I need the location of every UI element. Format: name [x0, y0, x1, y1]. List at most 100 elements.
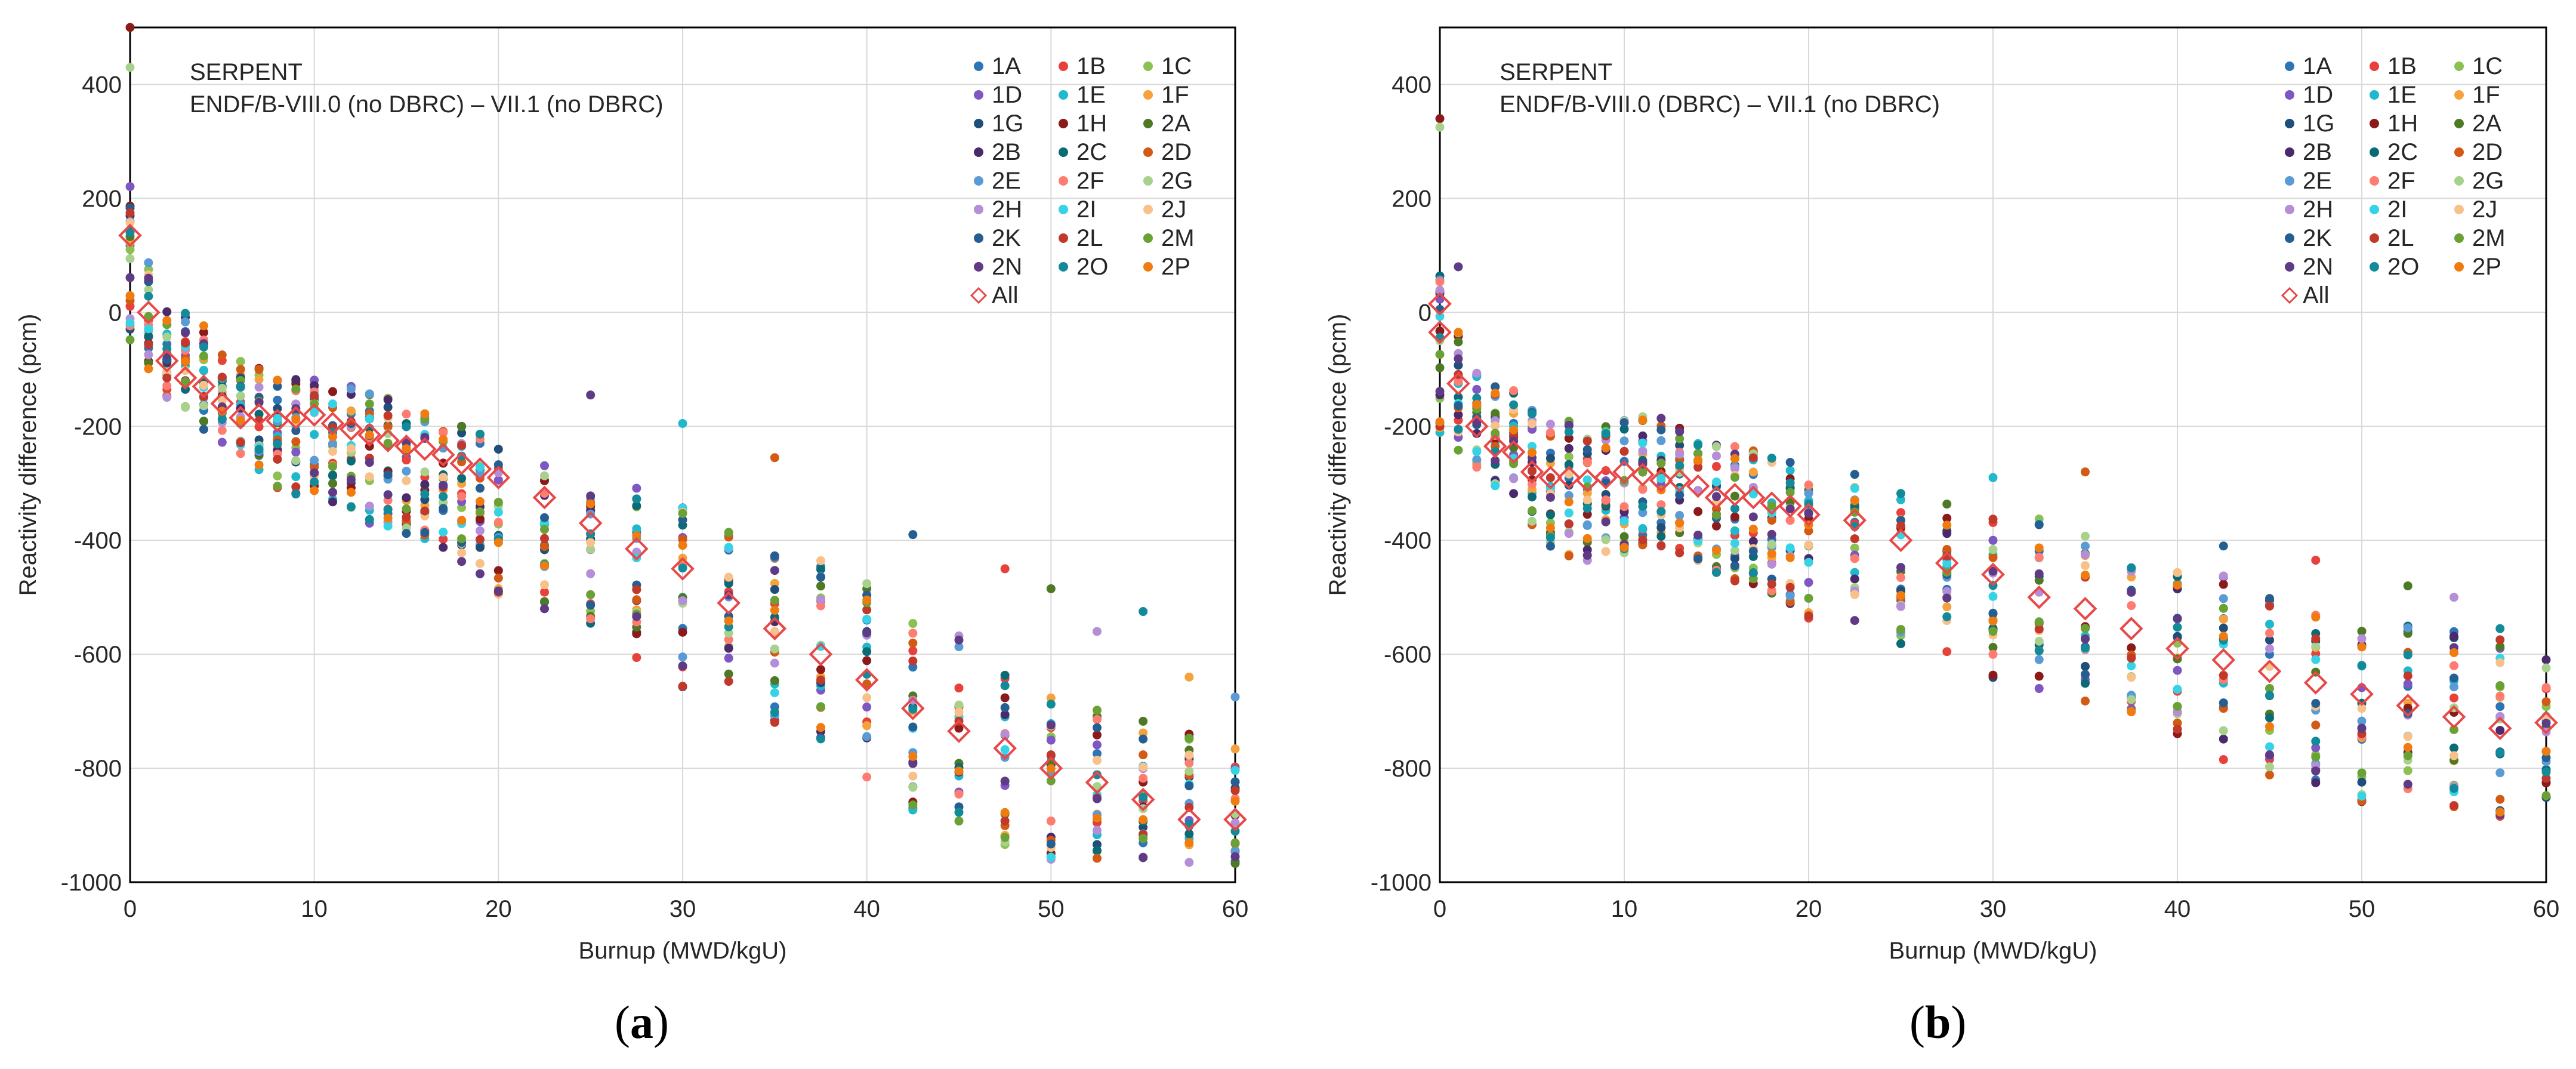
- data-point-1h: [1942, 513, 1952, 523]
- all-marker: [1935, 551, 1959, 575]
- data-point-2n: [2541, 719, 2551, 728]
- data-point-2l: [310, 392, 319, 401]
- data-point-1g: [1675, 440, 1685, 450]
- legend-item-1a: 1A: [974, 53, 1021, 79]
- data-point-2o: [1545, 533, 1555, 543]
- data-point-2i: [1712, 477, 1721, 486]
- data-point-2h: [1675, 449, 1685, 459]
- data-point-2n: [2403, 780, 2413, 789]
- data-point-2g: [954, 700, 964, 710]
- x-axis-label: Burnup (MWD/kgU): [579, 938, 787, 964]
- data-point-2p: [199, 321, 208, 331]
- legend-marker: [2370, 205, 2379, 214]
- legend-item-2a: 2A: [1143, 110, 1190, 137]
- all-marker: [854, 668, 879, 692]
- data-point-1h: [328, 387, 338, 396]
- data-point-2g: [199, 401, 208, 411]
- data-point-1d: [2311, 743, 2321, 753]
- legend-marker: [974, 233, 983, 243]
- data-point-2e: [2449, 682, 2458, 692]
- data-point-2g: [181, 402, 190, 412]
- all-marker: [1464, 414, 1489, 439]
- data-point-2i: [2357, 791, 2367, 801]
- data-point-2n: [2357, 724, 2367, 734]
- data-point-2n: [632, 612, 641, 621]
- data-point-2h: [475, 526, 485, 535]
- data-point-2f: [1619, 502, 1629, 512]
- data-point-2o: [2495, 748, 2505, 757]
- data-point-2l: [2495, 635, 2505, 645]
- data-point-2o: [1528, 409, 1537, 418]
- data-point-2o: [770, 707, 779, 717]
- legend-marker: [1143, 90, 1153, 100]
- data-point-2b: [162, 307, 172, 316]
- data-point-2o: [2034, 646, 2044, 655]
- data-point-1c: [236, 357, 245, 366]
- data-point-2i: [383, 521, 393, 531]
- data-point-2e: [181, 317, 190, 326]
- data-point-2e: [1564, 491, 1574, 500]
- data-point-2l: [1564, 519, 1574, 529]
- data-point-1h: [1988, 670, 1998, 680]
- all-marker: [1039, 756, 1063, 780]
- data-point-2g: [1730, 546, 1739, 555]
- data-point-2m: [816, 702, 825, 711]
- data-point-2m: [1712, 510, 1721, 520]
- data-point-2d: [291, 437, 301, 446]
- legend-item-1d: 1D: [2285, 82, 2333, 108]
- data-point-2h: [1472, 368, 1482, 378]
- data-point-2c: [1545, 510, 1555, 519]
- legend-marker: [2285, 61, 2294, 71]
- data-point-1d: [291, 448, 301, 457]
- data-point-2f: [1582, 457, 1592, 467]
- data-point-2k: [2034, 520, 2044, 529]
- data-point-2c: [2265, 713, 2274, 723]
- data-point-2g: [162, 332, 172, 342]
- data-point-2l: [1850, 534, 1859, 544]
- data-point-1e: [2265, 620, 2274, 629]
- legend-marker: [2454, 147, 2464, 157]
- legend-item-2l: 2L: [2370, 225, 2414, 251]
- data-point-2h: [1767, 559, 1776, 569]
- data-point-2n: [1545, 492, 1555, 502]
- data-point-2k: [420, 528, 430, 537]
- y-tick-label: 400: [82, 72, 122, 98]
- legend-marker: [974, 90, 983, 100]
- legend-label: 2B: [2303, 139, 2332, 165]
- data-point-2j: [954, 707, 964, 717]
- legend-label: 1D: [2303, 82, 2333, 108]
- legend-marker: [1059, 205, 1068, 214]
- all-marker: [1612, 460, 1636, 484]
- legend-item-1g: 1G: [974, 110, 1023, 137]
- data-point-1g: [2081, 661, 2090, 671]
- data-point-2o: [908, 704, 918, 714]
- all-marker: [302, 403, 326, 427]
- data-point-1h: [954, 723, 964, 733]
- data-point-2b: [1942, 529, 1952, 538]
- data-point-2k: [1850, 470, 1859, 479]
- legend-label: 2D: [1161, 139, 1192, 165]
- data-point-2o: [1000, 681, 1010, 691]
- data-point-2p: [328, 432, 338, 442]
- legend-marker: [970, 286, 988, 304]
- data-point-2m: [181, 377, 190, 386]
- data-point-2k: [1582, 445, 1592, 454]
- legend-marker: [2454, 90, 2464, 100]
- data-point-outlier: [1230, 692, 1240, 702]
- legend-label: 2K: [992, 225, 1021, 251]
- data-point-2m: [2173, 701, 2182, 711]
- data-point-2o: [632, 494, 641, 504]
- all-marker: [2350, 682, 2374, 706]
- data-point-2n: [1785, 504, 1795, 513]
- data-point-2b: [1000, 710, 1010, 719]
- legend: 1A 1B 1C 1D 1E 1F 1G 1H 2A 2B 2C 2D 2E 2F 2G 2H 2I 2J 2K 2L…: [970, 53, 1195, 309]
- data-point-2b: [2541, 655, 2551, 664]
- data-point-2a: [199, 417, 208, 426]
- data-point-2h: [144, 350, 153, 359]
- data-point-2o: [383, 504, 393, 514]
- data-point-2l: [273, 454, 282, 464]
- legend-label: 2P: [1161, 254, 1190, 280]
- data-point-2n: [346, 475, 356, 485]
- legend-item-2m: 2M: [1143, 225, 1195, 251]
- data-point-2f: [162, 381, 172, 390]
